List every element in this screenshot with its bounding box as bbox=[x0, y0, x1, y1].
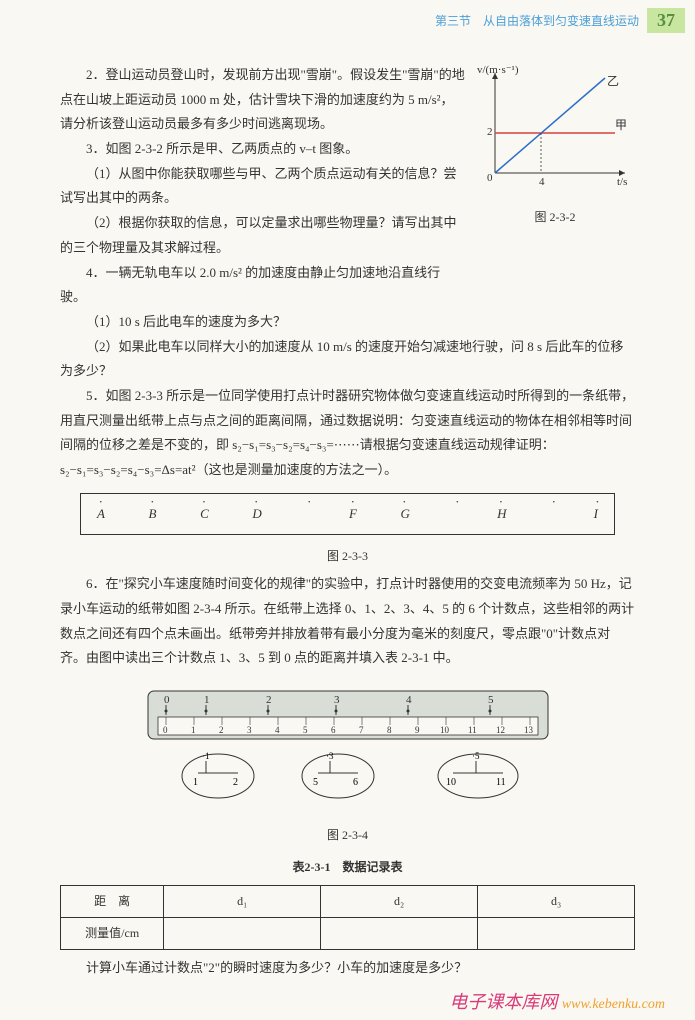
svg-text:1: 1 bbox=[204, 694, 210, 706]
svg-text:1: 1 bbox=[193, 777, 198, 788]
page: 第三节 从自由落体到匀变速直线运动 37 2．登山运动员登山时，发现前方出现"雪… bbox=[0, 0, 695, 1020]
top-section: 2．登山运动员登山时，发现前方出现"雪崩"。假设发生"雪崩"的地点在山坡上距运动… bbox=[60, 63, 635, 310]
table-row: 距 离 d₁ d₂ d₃ bbox=[61, 886, 635, 918]
svg-text:0: 0 bbox=[163, 725, 168, 735]
line-yi-label: 乙 bbox=[607, 74, 619, 88]
svg-text:8: 8 bbox=[387, 725, 392, 735]
svg-text:·5: ·5 bbox=[472, 751, 480, 761]
tape-label: G bbox=[400, 502, 409, 527]
watermark-text: 电子课本库网 bbox=[449, 992, 557, 1012]
svg-text:2: 2 bbox=[233, 777, 238, 788]
svg-text:12: 12 bbox=[496, 725, 505, 735]
line-jia-label: 甲 bbox=[615, 118, 627, 132]
problem-3: 3．如图 2-3-2 所示是甲、乙两质点的 v–t 图象。 bbox=[60, 137, 465, 162]
row-label: 距 离 bbox=[61, 886, 164, 918]
chapter-title: 第三节 从自由落体到匀变速直线运动 bbox=[435, 12, 639, 29]
problem-2: 2．登山运动员登山时，发现前方出现"雪崩"。假设发生"雪崩"的地点在山坡上距运动… bbox=[60, 63, 465, 137]
problem-5: 5．如图 2-3-3 所示是一位同学使用打点计时器研究物体做匀变速直线运动时所得… bbox=[60, 384, 635, 483]
svg-text:7: 7 bbox=[359, 725, 364, 735]
table-cell bbox=[164, 918, 321, 950]
svg-text:·3: ·3 bbox=[326, 751, 334, 761]
tape-label: B bbox=[149, 502, 157, 527]
table-cell bbox=[321, 918, 478, 950]
watermark: 电子课本库网 www.kebenku.com bbox=[449, 988, 665, 1014]
table-cell bbox=[478, 918, 635, 950]
table-row: 测量值/cm bbox=[61, 918, 635, 950]
fig-234-caption: 图 2-3-4 bbox=[60, 824, 635, 847]
row-label: 测量值/cm bbox=[61, 918, 164, 950]
svg-text:2: 2 bbox=[266, 694, 272, 706]
tape-label: H bbox=[497, 502, 506, 527]
x-axis-label: t/s bbox=[617, 176, 627, 188]
figure-2-3-2: 2 4 0 t/s v/(m·s⁻¹) 甲 乙 bbox=[475, 63, 635, 193]
figure-2-3-4: 012 345 bbox=[60, 681, 635, 846]
svg-text:5: 5 bbox=[488, 694, 494, 706]
svg-text:4: 4 bbox=[275, 725, 280, 735]
problem-6-end: 计算小车通过计数点"2"的瞬时速度为多少？小车的加速度是多少？ bbox=[60, 956, 635, 981]
svg-text:·1: ·1 bbox=[202, 751, 210, 761]
page-header: 第三节 从自由落体到匀变速直线运动 37 bbox=[60, 0, 685, 33]
svg-text:2: 2 bbox=[219, 725, 224, 735]
problem-3-2: （2）根据你获取的信息，可以定量求出哪些物理量？请写出其中的三个物理量及其求解过… bbox=[60, 211, 465, 260]
svg-text:10: 10 bbox=[446, 777, 456, 788]
svg-text:10: 10 bbox=[440, 725, 450, 735]
col-header: d₃ bbox=[478, 886, 635, 918]
left-column: 2．登山运动员登山时，发现前方出现"雪崩"。假设发生"雪崩"的地点在山坡上距运动… bbox=[60, 63, 465, 310]
data-record-table: 距 离 d₁ d₂ d₃ 测量值/cm bbox=[60, 885, 635, 950]
watermark-url: www.kebenku.com bbox=[562, 997, 665, 1012]
tape-label: F bbox=[349, 502, 357, 527]
fig-232-caption: 图 2-3-2 bbox=[475, 206, 635, 229]
right-column: 2 4 0 t/s v/(m·s⁻¹) 甲 乙 图 2-3-2 bbox=[475, 63, 635, 310]
page-number: 37 bbox=[647, 8, 685, 33]
svg-text:3: 3 bbox=[247, 725, 252, 735]
svg-text:2: 2 bbox=[487, 126, 493, 138]
svg-text:11: 11 bbox=[468, 725, 477, 735]
svg-text:11: 11 bbox=[496, 777, 506, 788]
svg-text:1: 1 bbox=[191, 725, 196, 735]
tape-label: I bbox=[594, 502, 598, 527]
svg-text:3: 3 bbox=[334, 694, 340, 706]
tape-label: A bbox=[97, 502, 105, 527]
fig-233-caption: 图 2-3-3 bbox=[60, 545, 635, 568]
problem-4-1: （1）10 s 后此电车的速度为多大？ bbox=[60, 310, 635, 335]
svg-text:6: 6 bbox=[353, 777, 358, 788]
problem-4: 4．一辆无轨电车以 2.0 m/s² 的加速度由静止匀加速地沿直线行驶。 bbox=[60, 261, 465, 310]
content-area: 2．登山运动员登山时，发现前方出现"雪崩"。假设发生"雪崩"的地点在山坡上距运动… bbox=[60, 63, 635, 980]
svg-text:5: 5 bbox=[303, 725, 308, 735]
svg-text:0: 0 bbox=[487, 172, 493, 184]
col-header: d₂ bbox=[321, 886, 478, 918]
svg-text:4: 4 bbox=[539, 176, 545, 188]
tape-label: D bbox=[252, 502, 261, 527]
table-title: 表2-3-1 数据记录表 bbox=[60, 856, 635, 879]
figure-2-3-3: A B C D F G H I bbox=[80, 493, 615, 536]
svg-text:0: 0 bbox=[164, 694, 170, 706]
svg-text:6: 6 bbox=[331, 725, 336, 735]
problem-3-1: （1）从图中你能获取哪些与甲、乙两个质点运动有关的信息？尝试写出其中的两条。 bbox=[60, 162, 465, 211]
svg-text:9: 9 bbox=[415, 725, 420, 735]
svg-text:13: 13 bbox=[524, 725, 534, 735]
problem-6: 6．在"探究小车速度随时间变化的规律"的实验中，打点计时器使用的交变电流频率为 … bbox=[60, 572, 635, 671]
y-axis-label: v/(m·s⁻¹) bbox=[477, 64, 519, 76]
col-header: d₁ bbox=[164, 886, 321, 918]
problem-4-2: （2）如果此电车以同样大小的加速度从 10 m/s 的速度开始匀减速地行驶，问 … bbox=[60, 335, 635, 384]
svg-text:4: 4 bbox=[406, 694, 412, 706]
tape-label: C bbox=[200, 502, 209, 527]
svg-text:5: 5 bbox=[313, 777, 318, 788]
